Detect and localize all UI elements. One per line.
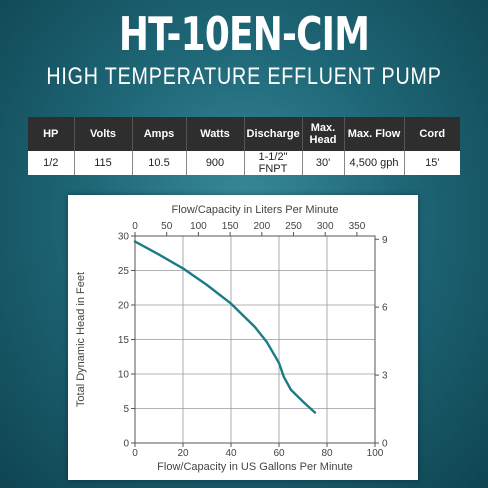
top-tick-label: 200 (253, 221, 270, 232)
top-tick-label: 250 (285, 221, 302, 232)
spec-value-volts: 115 (74, 151, 133, 175)
top-tick-label: 150 (222, 221, 239, 232)
top-tick-label: 50 (161, 221, 173, 232)
y-tick-label: 15 (118, 335, 130, 346)
spec-header-watts: Watts (186, 117, 245, 151)
y-tick-label: 30 (118, 232, 130, 243)
spec-header-amps: Amps (132, 117, 187, 151)
spec-value-max-flow: 4,500 gph (344, 151, 405, 175)
top-tick-label: 300 (317, 221, 334, 232)
y-tick-label: 25 (118, 266, 130, 277)
x-tick-label: 40 (225, 448, 237, 459)
spec-header-discharge: Discharge (244, 117, 303, 151)
spec-header-row: HP Volts Amps Watts Discharge Max. Head … (28, 117, 460, 151)
product-subtitle: HIGH TEMPERATURE EFFLUENT PUMP (46, 63, 442, 90)
right-tick-label: 6 (382, 303, 388, 314)
x-tick-label: 20 (177, 448, 189, 459)
x-tick-label: 80 (321, 448, 333, 459)
spec-value-amps: 10.5 (132, 151, 187, 175)
right-tick-label: 0 (382, 439, 388, 450)
spec-value-discharge: 1-1/2" FNPT (244, 151, 303, 175)
spec-header-hp: HP (28, 117, 75, 151)
spec-header-max-head: Max. Head (302, 117, 345, 151)
top-axis-label: Flow/Capacity in Liters Per Minute (172, 204, 339, 216)
chart-grid (135, 236, 375, 443)
y-tick-label: 10 (118, 370, 130, 381)
x-axis-label: Flow/Capacity in US Gallons Per Minute (157, 461, 353, 473)
spec-header-volts: Volts (74, 117, 133, 151)
y-tick-label: 20 (118, 301, 130, 312)
x-tick-label: 0 (132, 448, 138, 459)
spec-value-max-head: 30' (302, 151, 345, 175)
spec-header-max-flow: Max. Flow (344, 117, 405, 151)
spec-header-cord: Cord (404, 117, 460, 151)
spec-table: HP Volts Amps Watts Discharge Max. Head … (28, 117, 460, 175)
product-title: HT-10EN-CIM (118, 7, 370, 61)
y-tick-label: 5 (123, 404, 129, 415)
pump-curve-chart: 0 20 40 60 80 100 0 5 10 15 20 25 30 0 50 100 150 200 250 3… (68, 195, 418, 480)
spec-value-cord: 15' (404, 151, 460, 175)
top-tick-label: 350 (349, 221, 366, 232)
plot-frame (134, 235, 376, 444)
y-axis-label: Total Dynamic Head in Feet (75, 272, 87, 407)
top-tick-label: 0 (132, 221, 138, 232)
spec-value-hp: 1/2 (28, 151, 75, 175)
spec-value-row: 1/2 115 10.5 900 1-1/2" FNPT 30' 4,500 g… (28, 151, 460, 175)
x-tick-label: 100 (367, 448, 384, 459)
x-tick-label: 60 (273, 448, 285, 459)
pump-curve-line (133, 240, 317, 414)
right-tick-label: 3 (382, 371, 388, 382)
top-tick-label: 100 (190, 221, 207, 232)
right-tick-label: 9 (382, 235, 388, 246)
spec-value-watts: 900 (186, 151, 245, 175)
y-tick-label: 0 (123, 439, 129, 450)
